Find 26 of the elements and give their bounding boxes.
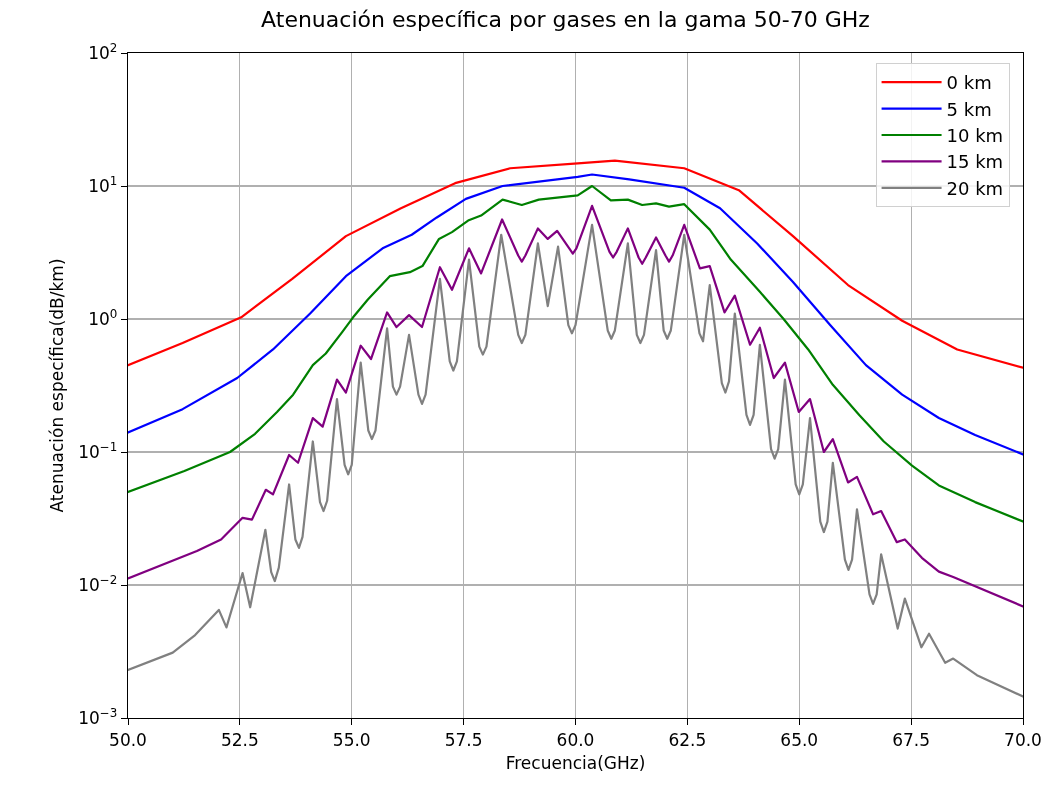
chart-title: Atenuación específica por gases en la gama 50-70 GHz	[261, 7, 870, 33]
line-series	[128, 173, 1023, 456]
x-tick-label: 55.0	[332, 729, 371, 750]
legend-label: 15 km	[946, 151, 1004, 173]
x-tick-label: 50.0	[109, 729, 147, 750]
line-series	[128, 223, 1023, 698]
x-tick-label: 65.0	[780, 729, 819, 750]
y-tick-label: 10$^{1}$	[88, 173, 118, 196]
legend-label: 0 km	[946, 72, 992, 94]
y-tick-label: 10$^{−3}$	[78, 705, 118, 728]
legend-label: 10 km	[946, 124, 1004, 146]
x-tick-label: 57.5	[444, 729, 483, 750]
legend-label: 20 km	[946, 177, 1004, 199]
y-tick-label: 10$^{−2}$	[78, 572, 118, 595]
y-tick-label: 10$^{2}$	[88, 40, 118, 63]
x-tick-label: 67.5	[892, 729, 931, 750]
legend-label: 5 km	[946, 98, 992, 120]
y-tick-label: 10$^{0}$	[88, 306, 118, 329]
x-tick-label: 52.5	[220, 729, 259, 750]
x-tick-label: 70.0	[1004, 729, 1042, 750]
y-tick-label: 10$^{−1}$	[78, 439, 118, 462]
y-axis-title: Atenuación específica(dB/km)	[46, 258, 67, 513]
x-axis-title: Frecuencia(GHz)	[505, 752, 646, 773]
x-tick-label: 60.0	[556, 729, 595, 750]
line-series	[128, 204, 1023, 608]
x-tick-label: 62.5	[668, 729, 707, 750]
